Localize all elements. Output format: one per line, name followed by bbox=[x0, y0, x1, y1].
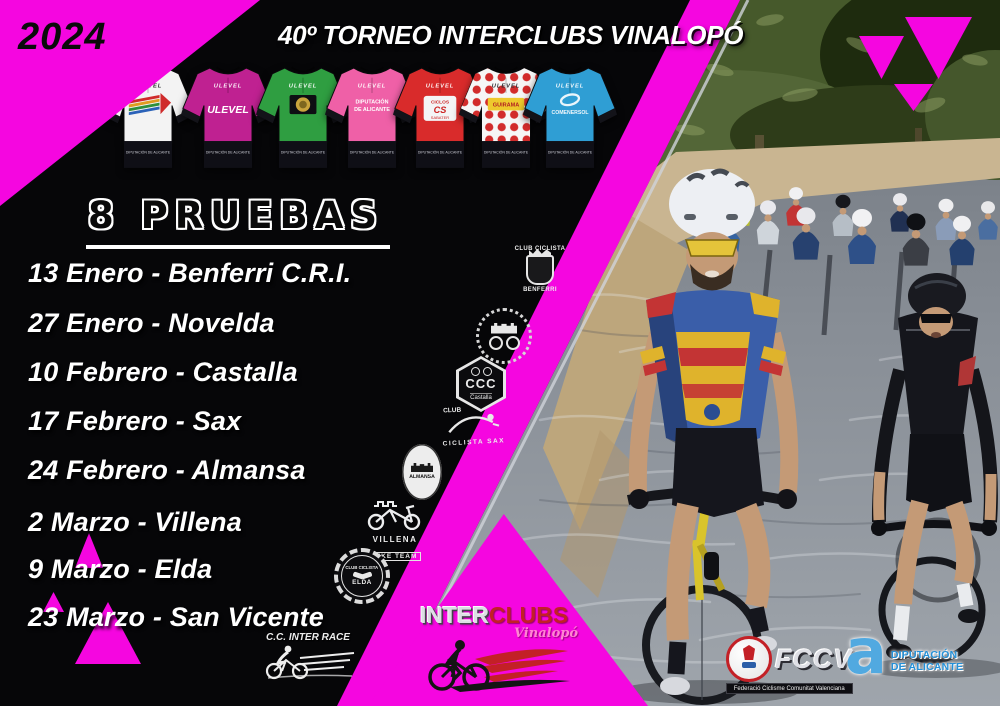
svg-text:COMENERSOL: COMENERSOL bbox=[551, 110, 588, 116]
cyclist-lineart-icon bbox=[448, 414, 500, 434]
jersey-green-leader: ULEVEL DIPUTACIÓN DE ALICANTE bbox=[255, 56, 351, 180]
lead-cyclist bbox=[618, 168, 799, 705]
events-heading: 8 PRUEBAS bbox=[86, 194, 391, 249]
bicycle-icon bbox=[470, 366, 492, 376]
club-logo-inter-race: C.C. INTER RACE bbox=[258, 632, 358, 685]
castle-icon bbox=[411, 463, 433, 473]
diputacion-a-glyph-icon: a bbox=[845, 615, 887, 688]
club-logo-label: CLUB CICLISTA bbox=[345, 566, 379, 571]
svg-text:DIPUTACIÓN DE ALICANTE: DIPUTACIÓN DE ALICANTE bbox=[350, 150, 395, 155]
club-logo-label: ELDA bbox=[352, 579, 372, 587]
svg-text:ULEVEL: ULEVEL bbox=[289, 83, 317, 89]
jersey-ulevel-magenta: ULEVEL ULEVEL DIPUTACIÓN DE ALICANTE bbox=[180, 56, 276, 180]
castle-icon bbox=[491, 322, 517, 334]
svg-text:CICLOS: CICLOS bbox=[431, 100, 449, 106]
jersey-diputacion-pink: ULEVEL DIPUTACIÓN DE ALICANTE DIPUTACIÓN … bbox=[324, 56, 420, 180]
fccv-abbr: FCCV bbox=[775, 643, 853, 674]
fccv-emblem-icon bbox=[726, 636, 772, 682]
svg-text:GUIRAMA: GUIRAMA bbox=[493, 102, 520, 108]
event-item: 10 Febrero - Castalla bbox=[28, 357, 298, 387]
event-item: 2 Marzo - Villena bbox=[28, 507, 242, 537]
svg-text:ULEVEL: ULEVEL bbox=[214, 83, 242, 89]
oval-castle-icon: ALMANSA bbox=[402, 444, 442, 500]
bike-castle-icon bbox=[367, 501, 421, 531]
interclubs-logo: INTERCLUBS Vinalopó bbox=[420, 604, 592, 693]
hexagon-icon: CCC Castalla bbox=[456, 356, 506, 412]
gear-handshake-icon: CLUB CICLISTA ELDA bbox=[334, 548, 390, 604]
castle-bicycle-icon bbox=[476, 308, 532, 364]
event-item: 27 Enero - Novelda bbox=[28, 308, 275, 338]
club-logo-villena: VILLENA BIKE TEAM bbox=[360, 500, 430, 563]
diputacion-logo: a DIPUTACIÓN DE ALICANTE bbox=[845, 615, 964, 688]
svg-text:DIPUTACIÓN DE ALICANTE: DIPUTACIÓN DE ALICANTE bbox=[484, 150, 529, 155]
svg-text:DIPUTACIÓN DE ALICANTE: DIPUTACIÓN DE ALICANTE bbox=[548, 150, 593, 155]
club-logo-castalla: CCC Castalla bbox=[456, 356, 506, 412]
jersey-comenersol-blue: ULEVEL COMENERSOL DIPUTACIÓN DE ALICANTE bbox=[522, 56, 618, 180]
svg-text:ULEVEL: ULEVEL bbox=[358, 83, 386, 89]
svg-text:DIPUTACIÓN DE ALICANTE: DIPUTACIÓN DE ALICANTE bbox=[206, 150, 251, 155]
diputacion-line1: DIPUTACIÓN bbox=[890, 649, 958, 661]
second-cyclist bbox=[864, 273, 1000, 678]
svg-text:DIPUTACIÓN DE ALICANTE: DIPUTACIÓN DE ALICANTE bbox=[418, 150, 463, 155]
club-logo-novelda bbox=[476, 308, 532, 364]
cyclist-swoosh-icon bbox=[428, 640, 570, 692]
year-label: 2024 bbox=[18, 16, 107, 58]
handshake-icon bbox=[351, 571, 373, 580]
jersey-guirama-polka: ULEVEL GUIRAMA DIPUTACIÓN DE ALICANTE bbox=[458, 56, 554, 180]
poster-title: 40º TORNEO INTERCLUBS VINALOPÓ bbox=[278, 20, 744, 50]
interclubs-logo-subtitle: Vinalopó bbox=[513, 626, 578, 641]
svg-text:ULEVEL: ULEVEL bbox=[207, 104, 249, 116]
svg-text:DIPUTACIÓN DE ALICANTE: DIPUTACIÓN DE ALICANTE bbox=[126, 150, 171, 155]
svg-text:DE ALICANTE: DE ALICANTE bbox=[354, 107, 390, 113]
club-logo-label: VILLENA bbox=[372, 535, 418, 545]
event-item: 9 Marzo - Elda bbox=[28, 554, 213, 584]
club-logo-sax: CLUB CICLISTA SAX bbox=[439, 404, 507, 448]
jersey-ciclos-cs-red: ULEVEL CICLOS CS SABATER DIPUTACIÓN DE ALI… bbox=[392, 56, 488, 180]
svg-text:SABATER: SABATER bbox=[431, 115, 450, 120]
svg-text:ULEVEL: ULEVEL bbox=[426, 83, 454, 89]
svg-text:ULEVEL: ULEVEL bbox=[556, 83, 584, 89]
event-item: 24 Febrero - Almansa bbox=[28, 455, 306, 485]
diputacion-line2: DE ALICANTE bbox=[890, 660, 964, 673]
interclubs-logo-inter: INTER bbox=[420, 602, 489, 628]
wheels-icon bbox=[488, 335, 520, 350]
jersey-row: ULEVEL DIPUTACIÓN DE ALICANTE ULEVEL ULE… bbox=[0, 56, 700, 188]
interclubs-logo-clubs: CLUBS bbox=[489, 602, 569, 628]
club-logo-label: ALMANSA bbox=[409, 474, 435, 480]
club-logo-benferri: CLUB CICLISTA BENFERRI bbox=[508, 246, 572, 294]
club-logo-elda: CLUB CICLISTA ELDA bbox=[334, 548, 390, 604]
fccv-logo: FCCV Federació Ciclisme Comunitat Valenc… bbox=[726, 636, 853, 694]
event-item: 23 Marzo - San Vicente bbox=[28, 602, 324, 632]
silver-diagonal-line bbox=[388, 0, 750, 706]
club-logo-label: Castalla bbox=[470, 392, 492, 401]
svg-text:ULEVEL: ULEVEL bbox=[492, 83, 520, 89]
club-logo-abbr: CCC bbox=[465, 375, 497, 391]
club-logo-label: C.C. INTER RACE bbox=[266, 632, 350, 643]
event-item: 13 Enero - Benferri C.R.I. bbox=[28, 258, 352, 288]
svg-text:CS: CS bbox=[434, 105, 447, 115]
club-logo-label: CLUB CICLISTA bbox=[514, 246, 566, 252]
svg-text:DIPUTACIÓN: DIPUTACIÓN bbox=[356, 98, 389, 106]
fccv-full-name: Federació Ciclisme Comunitat Valenciana bbox=[726, 683, 853, 694]
speeding-cyclist-icon bbox=[265, 645, 355, 679]
event-item: 17 Febrero - Sax bbox=[28, 406, 242, 436]
shield-crown-icon bbox=[526, 254, 554, 285]
club-logo-label: BENFERRI bbox=[523, 286, 557, 293]
club-logo-almansa: ALMANSA bbox=[402, 444, 442, 500]
svg-text:DIPUTACIÓN DE ALICANTE: DIPUTACIÓN DE ALICANTE bbox=[281, 150, 326, 155]
